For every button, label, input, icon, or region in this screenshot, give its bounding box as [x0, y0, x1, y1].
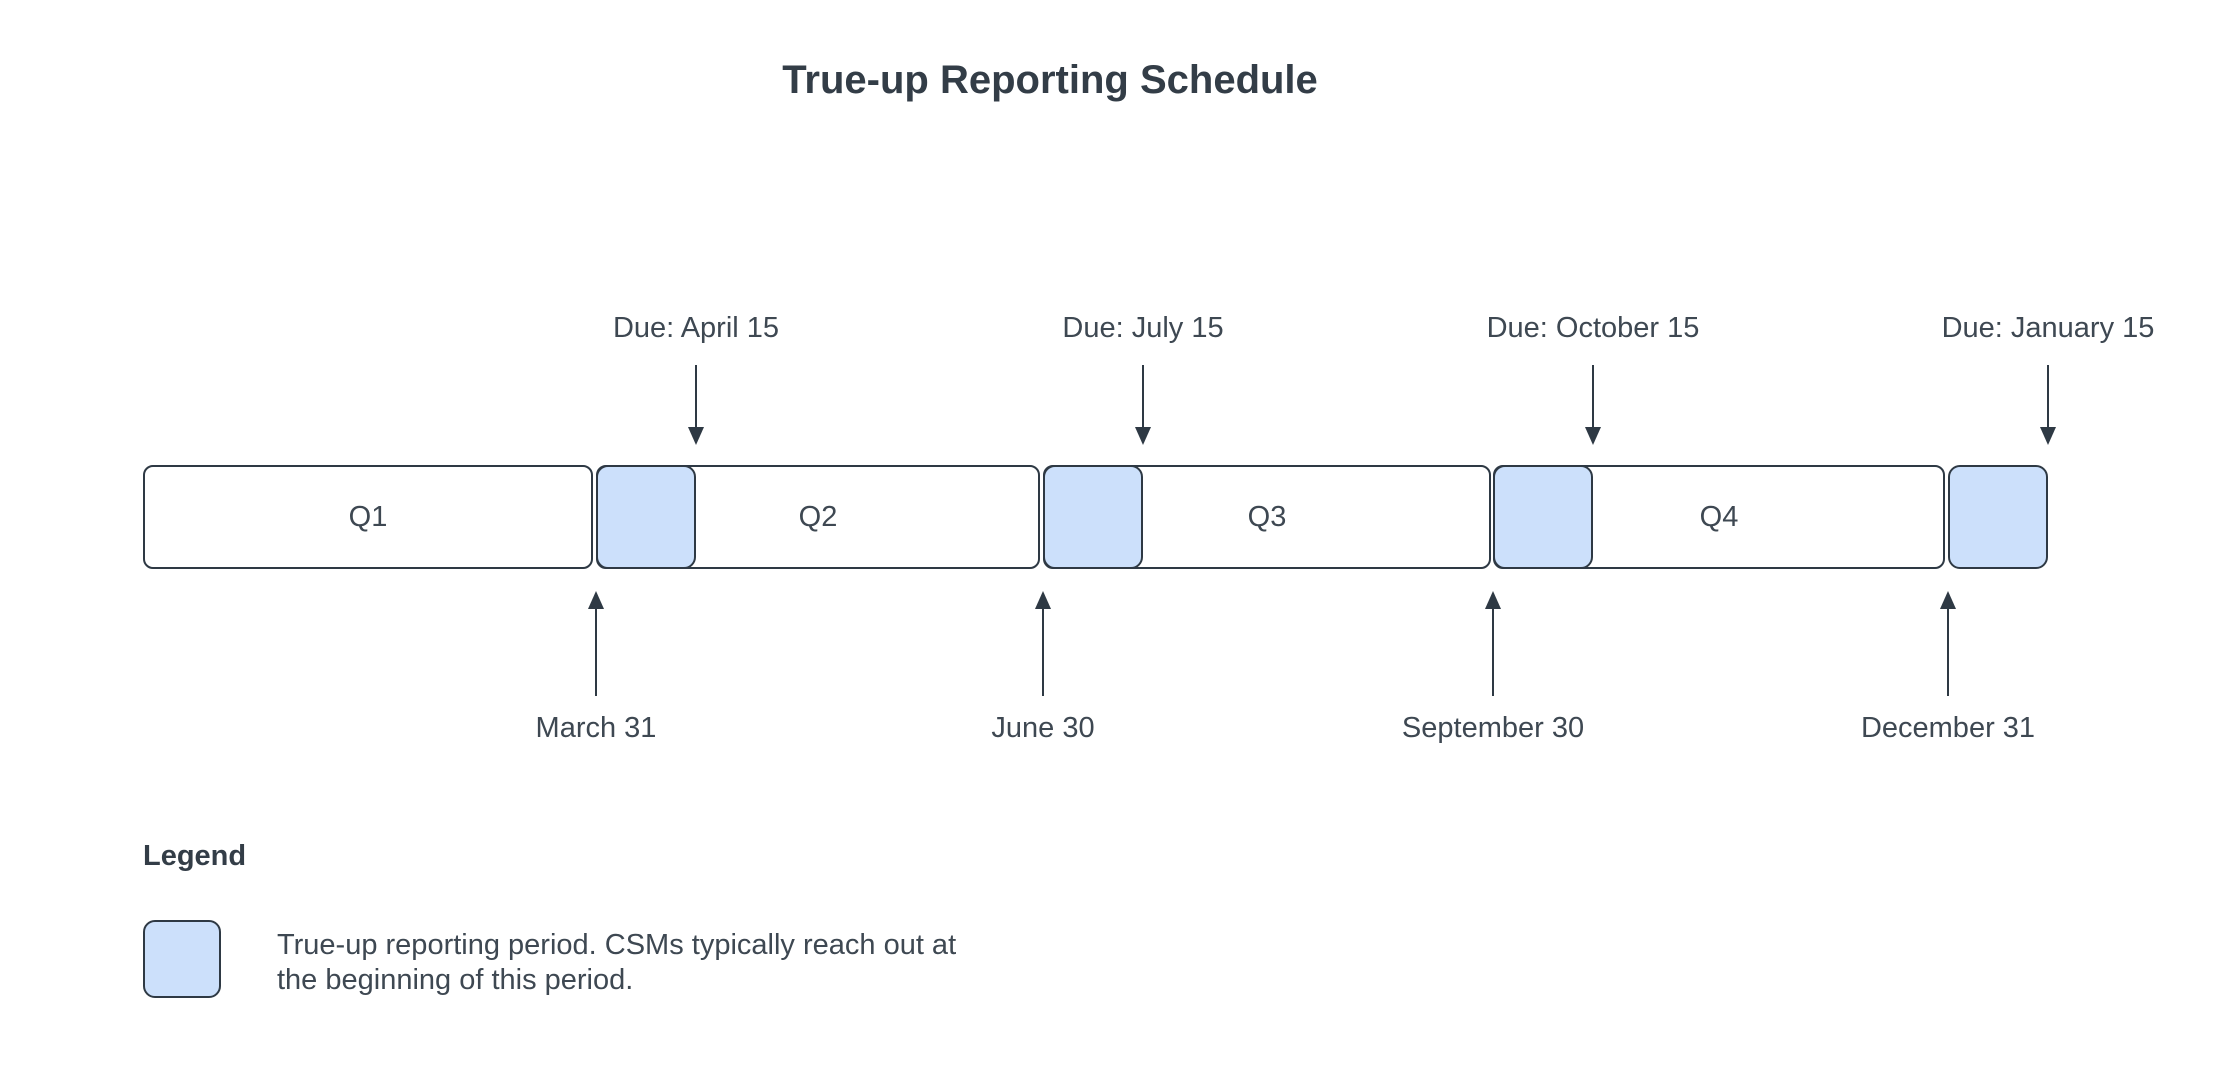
- arrowhead-down-icon: [1585, 427, 1601, 445]
- trueup-period-box: [1493, 465, 1593, 569]
- arrow-shaft: [1947, 609, 1949, 696]
- quarter-end-label: September 30: [1401, 712, 1585, 744]
- arrowhead-up-icon: [1485, 591, 1501, 609]
- legend-description: True-up reporting period. CSMs typically…: [277, 928, 956, 998]
- arrow-shaft: [595, 609, 597, 696]
- due-date-label: Due: July 15: [1062, 312, 1224, 344]
- trueup-period-box: [596, 465, 696, 569]
- arrow-shaft: [2047, 365, 2049, 427]
- trueup-period-box: [1043, 465, 1143, 569]
- quarter-label: Q3: [1247, 500, 1287, 533]
- due-date-arrow-down-icon: [1135, 365, 1151, 445]
- arrowhead-down-icon: [1135, 427, 1151, 445]
- quarter-end-label: December 31: [1860, 712, 2036, 744]
- quarter-label: Q4: [1699, 500, 1739, 533]
- due-date-arrow-down-icon: [2040, 365, 2056, 445]
- quarter-end-label: March 31: [535, 712, 657, 744]
- quarter-end-arrow-up-icon: [1035, 591, 1051, 696]
- quarter-label: Q1: [348, 500, 388, 533]
- arrowhead-down-icon: [688, 427, 704, 445]
- legend-description-line: True-up reporting period. CSMs typically…: [277, 929, 957, 961]
- due-date-label: Due: January 15: [1941, 312, 2155, 344]
- quarter-end-arrow-up-icon: [1940, 591, 1956, 696]
- quarter-box-q1: Q1: [143, 465, 593, 569]
- page-title: True-up Reporting Schedule: [782, 58, 1318, 102]
- quarter-end-arrow-up-icon: [588, 591, 604, 696]
- arrow-shaft: [1592, 365, 1594, 427]
- arrowhead-up-icon: [1940, 591, 1956, 609]
- legend-row: True-up reporting period. CSMs typically…: [143, 920, 956, 998]
- legend-description-line: the beginning of this period.: [277, 964, 634, 996]
- arrow-shaft: [1042, 609, 1044, 696]
- arrowhead-down-icon: [2040, 427, 2056, 445]
- arrowhead-up-icon: [588, 591, 604, 609]
- legend: Legend True-up reporting period. CSMs ty…: [143, 840, 956, 998]
- due-date-label: Due: April 15: [612, 312, 780, 344]
- due-date-arrow-down-icon: [688, 365, 704, 445]
- arrow-shaft: [695, 365, 697, 427]
- quarter-label: Q2: [798, 500, 838, 533]
- legend-title: Legend: [143, 840, 247, 872]
- arrowhead-up-icon: [1035, 591, 1051, 609]
- arrow-shaft: [1492, 609, 1494, 696]
- due-date-label: Due: October 15: [1486, 312, 1700, 344]
- due-date-arrow-down-icon: [1585, 365, 1601, 445]
- legend-highlight-swatch: [143, 920, 221, 998]
- trueup-period-box: [1948, 465, 2048, 569]
- quarter-end-label: June 30: [991, 712, 1095, 744]
- arrow-shaft: [1142, 365, 1144, 427]
- quarter-end-arrow-up-icon: [1485, 591, 1501, 696]
